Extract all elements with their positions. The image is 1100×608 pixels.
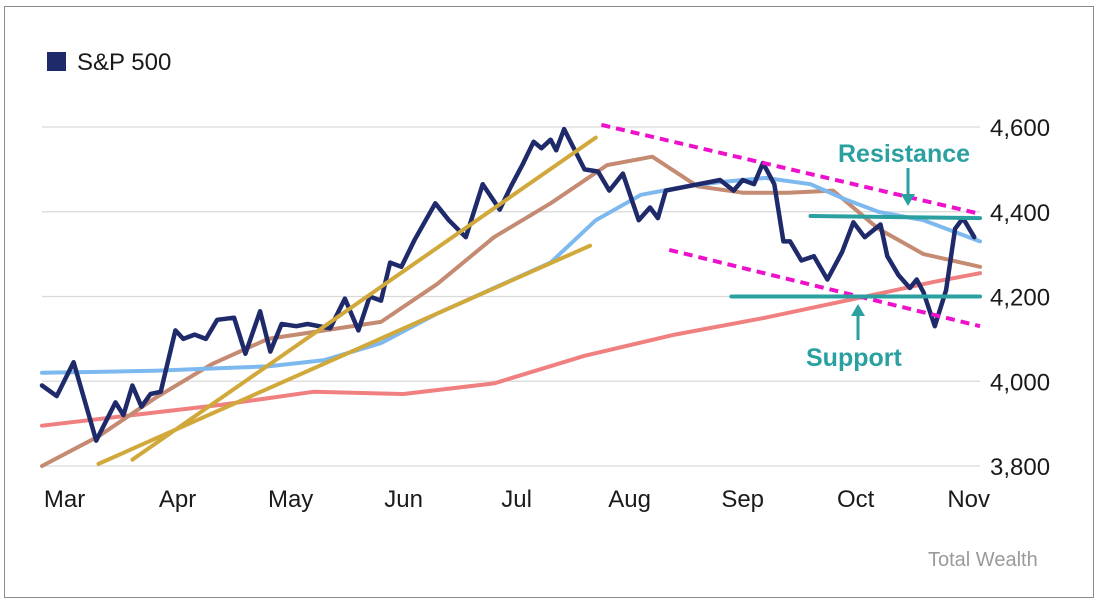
resistance-label: Resistance xyxy=(838,140,970,168)
resistance-annotation: Resistance xyxy=(838,140,970,206)
x-tick-label: Mar xyxy=(44,486,85,513)
y-axis-ticks: 3,800 4,000 4,200 4,400 4,600 xyxy=(990,115,1050,481)
legend-label: S&P 500 xyxy=(77,49,171,76)
x-tick-label: Oct xyxy=(837,486,875,513)
y-tick-label: 4,000 xyxy=(990,369,1050,396)
x-tick-label: Nov xyxy=(947,486,990,513)
gridlines xyxy=(42,126,980,467)
y-tick-label: 4,600 xyxy=(990,115,1050,142)
x-tick-label: Sep xyxy=(721,486,764,513)
x-axis-ticks: Mar Apr May Jun Jul Aug Sep Oct Nov xyxy=(44,486,990,513)
y-tick-label: 4,200 xyxy=(990,285,1050,312)
x-tick-label: Jun xyxy=(384,486,423,513)
x-tick-label: Jul xyxy=(501,486,532,513)
y-tick-label: 3,800 xyxy=(990,454,1050,481)
support-label: Support xyxy=(806,344,902,372)
legend: S&P 500 xyxy=(47,49,171,76)
series-line-sp500 xyxy=(39,126,977,443)
x-tick-label: Apr xyxy=(159,486,196,513)
series-line-moving-average xyxy=(40,175,982,375)
trendline xyxy=(96,243,593,466)
support-arrowhead-icon xyxy=(851,304,865,316)
resistance-arrowhead-icon xyxy=(901,194,915,206)
x-tick-label: May xyxy=(268,486,313,513)
support-annotation: Support xyxy=(806,304,902,372)
channel-trendline xyxy=(600,122,981,216)
channel-trendline xyxy=(668,247,981,329)
y-tick-label: 4,400 xyxy=(990,200,1050,227)
credit-text: Total Wealth xyxy=(928,549,1038,571)
chart-frame xyxy=(4,6,1094,598)
series-line-moving-average xyxy=(40,154,982,468)
trendlines xyxy=(96,122,982,466)
x-tick-label: Aug xyxy=(608,486,651,513)
trendline xyxy=(130,135,598,462)
legend-swatch xyxy=(47,52,66,71)
trendline xyxy=(808,213,982,221)
